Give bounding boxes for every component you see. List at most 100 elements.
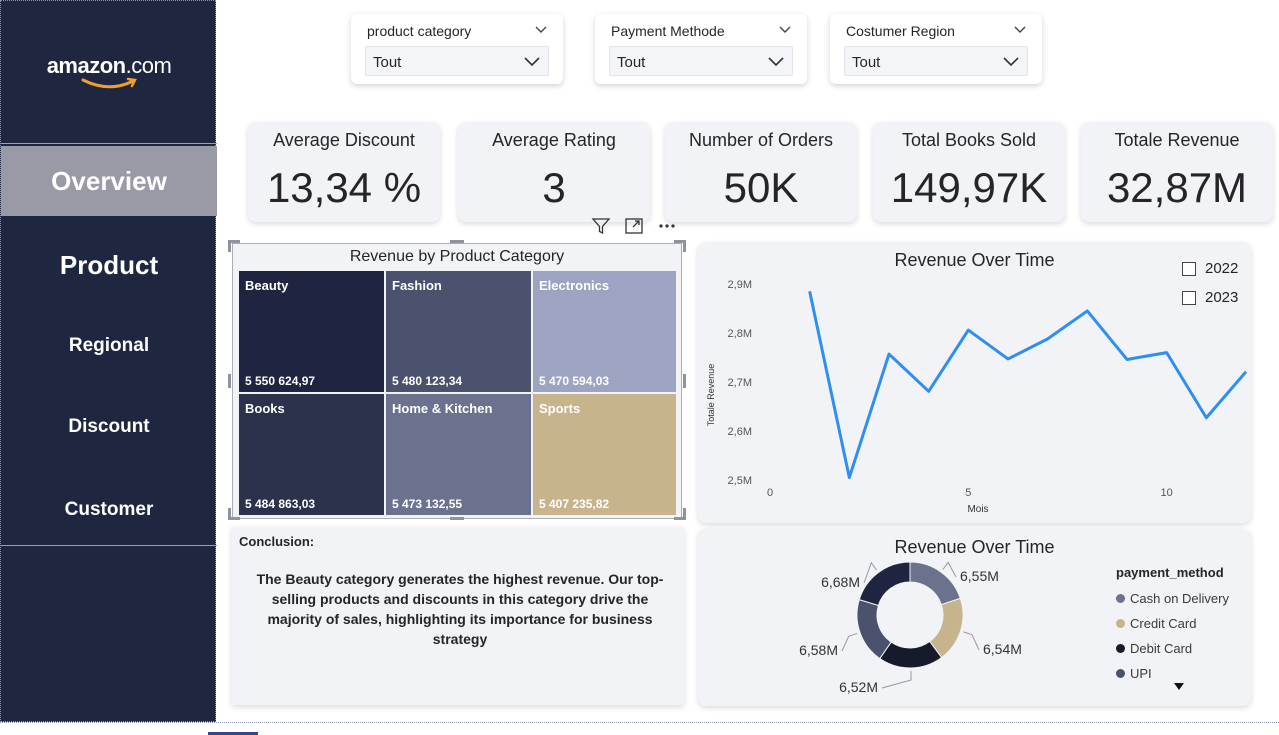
treemap-revenue-by-category[interactable]: Revenue by Product Category Beauty 5 550… (232, 243, 682, 519)
legend-2022-checkbox[interactable]: 2022 (1182, 260, 1238, 277)
legend-item-cash-on-delivery[interactable]: Cash on Delivery (1116, 586, 1229, 611)
kpi-value: 3 (542, 164, 566, 211)
legend-item-credit-card[interactable]: Credit Card (1116, 611, 1229, 636)
payment-method-select[interactable]: Tout (609, 46, 793, 76)
select-value: Tout (852, 54, 881, 71)
nav-discount[interactable]: Discount (68, 416, 150, 437)
tile-label: Home & Kitchen (392, 401, 493, 416)
x-tick-label: 0 (767, 487, 773, 499)
data-label: 6,58M (799, 642, 838, 658)
legend-dot (1116, 669, 1125, 678)
filter-title: Payment Methode (611, 23, 725, 39)
resize-handle[interactable] (450, 517, 464, 520)
customer-region-select[interactable]: Tout (844, 46, 1028, 76)
legend-item-upi[interactable]: UPI (1116, 661, 1229, 686)
data-label: 6,68M (821, 574, 860, 590)
resize-handle[interactable] (683, 508, 686, 520)
tile-value: 5 407 235,82 (539, 497, 610, 511)
checkbox-icon (1182, 261, 1196, 276)
nav-product[interactable]: Product (59, 249, 159, 280)
nav-customer[interactable]: Customer (64, 499, 154, 520)
resize-handle[interactable] (228, 517, 240, 520)
filter-title: product category (367, 23, 472, 39)
tile-label: Sports (539, 401, 581, 416)
tile-sports[interactable]: Sports 5 407 235,82 (533, 394, 676, 515)
legend-dot (1116, 644, 1125, 653)
leader-line (863, 561, 878, 584)
kpi-number-of-orders: Number of Orders 50K (665, 122, 857, 222)
y-tick-label: 2,6M (728, 426, 752, 438)
donut-chart-payment-method[interactable]: Revenue Over Time 6,55M 6,54M 6,52M 6,58M 6,… (698, 529, 1251, 706)
tile-label: Books (245, 401, 285, 416)
y-axis-label: Totale Revenue (706, 364, 716, 427)
legend-2023-checkbox[interactable]: 2023 (1182, 289, 1238, 306)
filter-customer-region: Costumer Region Tout (830, 14, 1042, 84)
legend-more-icon[interactable] (1174, 683, 1184, 690)
nav-overview[interactable]: Overview (1, 146, 217, 216)
tile-electronics[interactable]: Electronics 5 470 594,03 (533, 271, 676, 392)
x-tick-label: 5 (965, 487, 971, 499)
filter-title: Costumer Region (846, 23, 955, 39)
resize-handle[interactable] (228, 508, 231, 520)
chart-title: Revenue Over Time (894, 537, 1055, 557)
donut-slice[interactable] (856, 599, 892, 660)
leader-line (963, 631, 980, 651)
focus-mode-icon[interactable] (622, 214, 646, 238)
resize-handle[interactable] (228, 240, 231, 252)
resize-handle[interactable] (674, 517, 686, 520)
chevron-down-icon[interactable] (535, 24, 547, 36)
chevron-down-icon[interactable] (1014, 24, 1026, 36)
resize-handle[interactable] (228, 240, 240, 243)
y-tick-label: 2,9M (728, 279, 752, 291)
legend-title: payment_method (1116, 565, 1224, 580)
resize-handle[interactable] (683, 374, 686, 388)
nav-regional[interactable]: Regional (68, 335, 150, 356)
donut-slice[interactable] (858, 561, 911, 607)
tile-books[interactable]: Books 5 484 863,03 (239, 394, 384, 515)
data-label: 6,54M (983, 641, 1022, 657)
line-chart-plot: 2,5M 2,6M 2,7M 2,8M 2,9M 0 5 10 Mois Totale Reven… (706, 279, 1248, 515)
tile-home-kitchen[interactable]: Home & Kitchen 5 473 132,55 (386, 394, 531, 515)
line-chart-revenue-over-time[interactable]: Revenue Over Time 2022 2023 2,5M 2,6M 2,7M… (698, 242, 1251, 523)
more-options-icon[interactable] (655, 214, 679, 238)
payment-method-legend: payment_method Cash on Delivery Credit C… (1116, 565, 1229, 686)
conclusion-title: Conclusion: (239, 534, 315, 549)
chevron-down-icon (524, 57, 540, 67)
tile-beauty[interactable]: Beauty 5 550 624,97 (239, 271, 384, 392)
donut-chart-plot: 6,55M 6,54M 6,52M 6,58M 6,68M (799, 561, 1022, 695)
filter-product-category: product category Tout (351, 14, 563, 84)
chart-title: Revenue by Product Category (349, 248, 565, 265)
page-tab-indicator[interactable] (208, 732, 258, 735)
legend-label: Credit Card (1130, 616, 1197, 631)
checkbox-icon (1182, 290, 1196, 305)
y-tick-label: 2,5M (728, 475, 752, 487)
logo-smile-icon (81, 77, 137, 89)
resize-handle[interactable] (674, 240, 686, 243)
filter-icon[interactable] (589, 214, 613, 238)
donut-slice[interactable] (909, 561, 961, 606)
filter-payment-method: Payment Methode Tout (595, 14, 807, 84)
revenue-line[interactable] (808, 291, 1248, 480)
product-category-select[interactable]: Tout (365, 46, 549, 76)
y-tick-label: 2,7M (728, 377, 752, 389)
logo-text: amazon.com (46, 53, 172, 78)
tile-fashion[interactable]: Fashion 5 480 123,34 (386, 271, 531, 392)
resize-handle[interactable] (228, 374, 231, 388)
leader-line (841, 632, 858, 652)
resize-handle[interactable] (683, 240, 686, 252)
kpi-total-books-sold: Total Books Sold 149,97K (873, 122, 1065, 222)
kpi-average-rating: Average Rating 3 (458, 122, 650, 222)
tile-value: 5 484 863,03 (245, 497, 316, 511)
kpi-value: 149,97K (890, 164, 1048, 211)
amazon-logo: amazon.com (1, 1, 217, 144)
resize-handle[interactable] (450, 240, 464, 243)
chevron-down-icon[interactable] (779, 24, 791, 36)
legend-item-debit-card[interactable]: Debit Card (1116, 636, 1229, 661)
tile-value: 5 480 123,34 (392, 374, 463, 388)
conclusion-text: The Beauty category generates the highes… (256, 571, 664, 647)
tile-value: 5 550 624,97 (245, 374, 316, 388)
visual-toolbar (584, 213, 684, 239)
kpi-value: 13,34 % (266, 164, 422, 211)
legend-label: 2022 (1205, 260, 1239, 277)
